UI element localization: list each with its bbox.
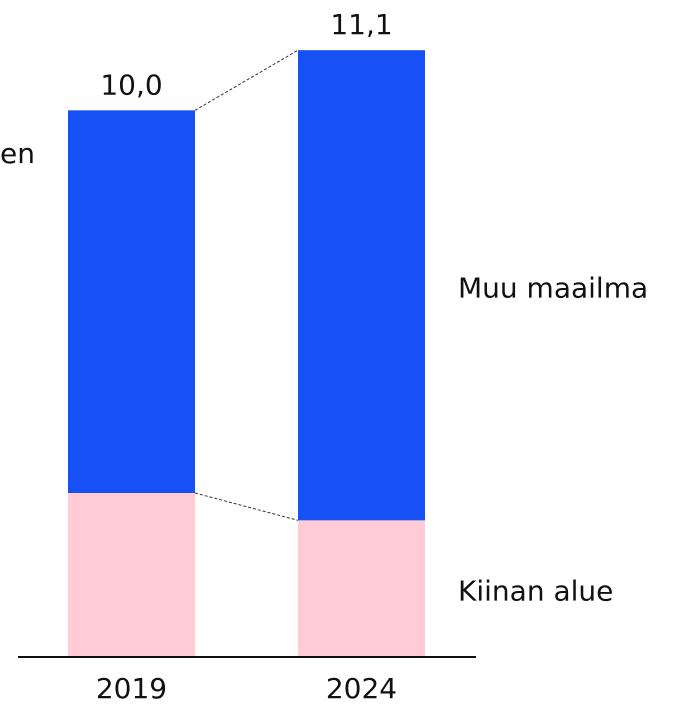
connector bbox=[194, 492, 299, 521]
bar-segment bbox=[68, 110, 195, 493]
total-label: 11,1 bbox=[330, 8, 392, 41]
bar-segment bbox=[68, 493, 195, 657]
connector bbox=[194, 49, 299, 111]
x-tick-label: 2024 bbox=[326, 672, 397, 705]
bar-segment bbox=[298, 50, 425, 521]
bar-segment bbox=[298, 520, 425, 657]
total-label: 10,0 bbox=[100, 68, 162, 101]
x-tick-label: 2019 bbox=[96, 672, 167, 705]
legend-label: Kiinan alue bbox=[458, 575, 613, 608]
side-text: en bbox=[0, 137, 35, 170]
legend-label: Muu maailma bbox=[458, 271, 648, 304]
